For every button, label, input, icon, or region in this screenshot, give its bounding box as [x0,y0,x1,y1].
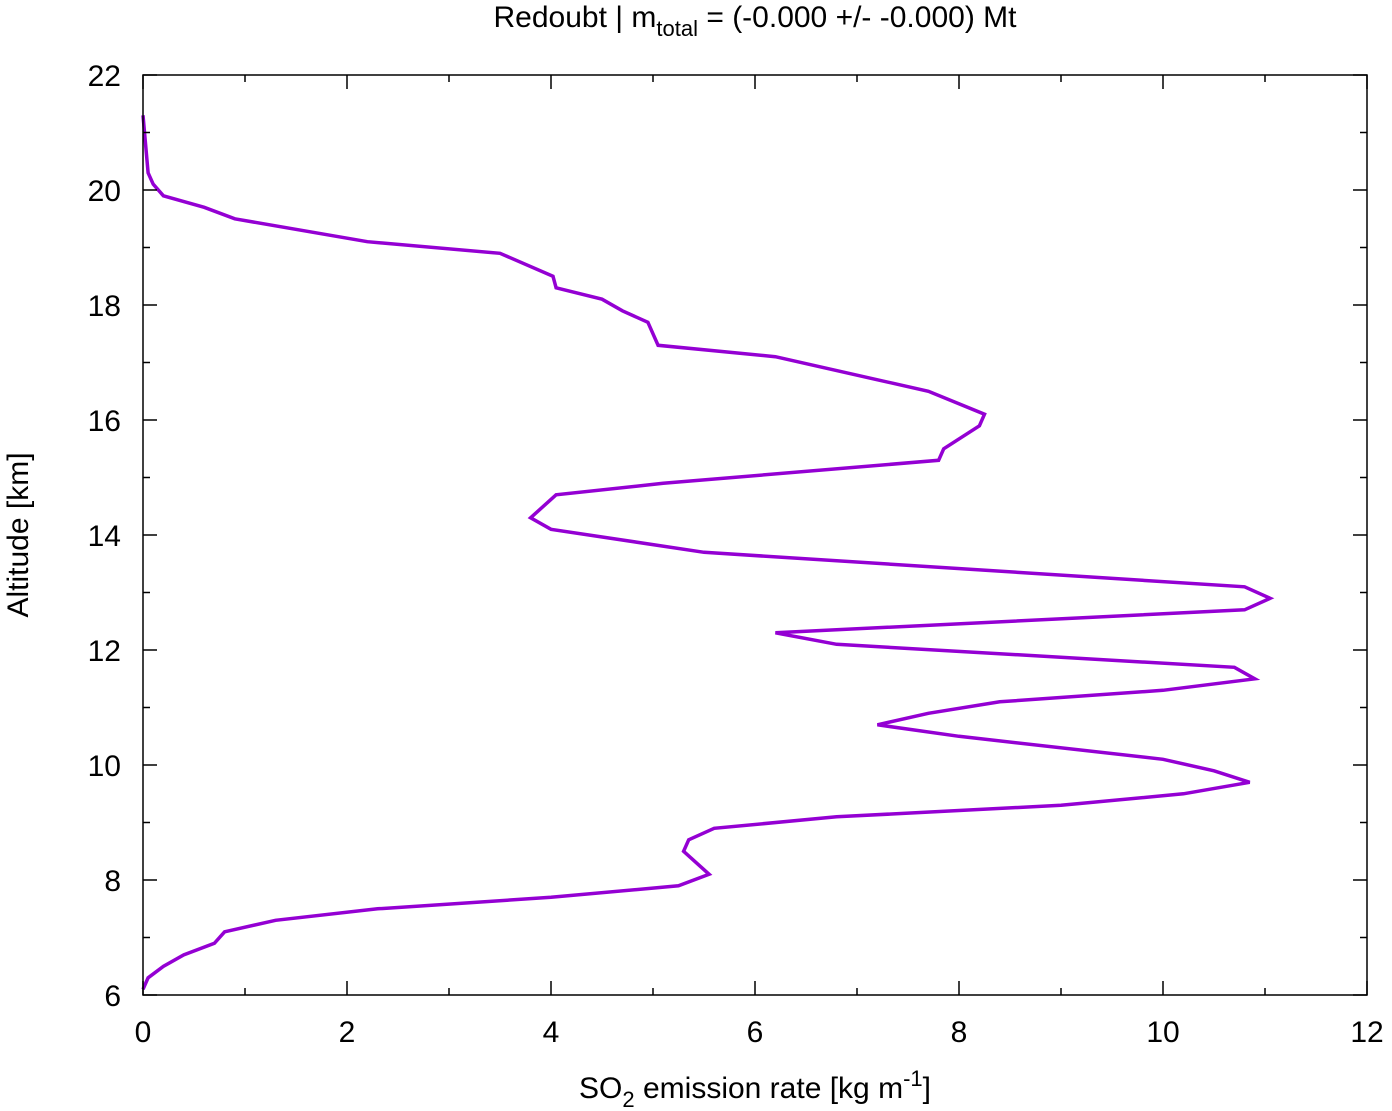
y-tick-label: 20 [88,175,121,208]
chart-title: Redoubt | mtotal = (-0.000 +/- -0.000) M… [494,1,1018,41]
y-tick-label: 18 [88,290,121,323]
y-tick-label: 16 [88,405,121,438]
y-axis-title: Altitude [km] [2,452,35,617]
y-axis: 6 8 10 12 14 16 18 20 22 [88,60,1367,1013]
x-tick-label: 4 [543,1016,560,1049]
series-line-1 [141,115,1275,991]
x-axis-title-suffix: ] [923,1072,931,1105]
y-tick-label: 12 [88,635,121,668]
chart-title-subscript: total [656,16,698,41]
chart-title-prefix: Redoubt | m [494,1,657,34]
x-tick-label: 8 [951,1016,968,1049]
x-tick-label: 10 [1146,1016,1179,1049]
plot-area [141,74,1368,996]
plot-frame [142,74,1368,996]
x-tick-label: 6 [747,1016,764,1049]
x-axis-title: SO2 emission rate [kg m-1] [579,1066,931,1111]
x-axis-title-superscript: -1 [903,1066,923,1091]
y-tick-label: 14 [88,520,121,553]
y-tick-label: 22 [88,60,121,93]
x-tick-label: 12 [1350,1016,1383,1049]
y-tick-label: 6 [104,980,121,1013]
x-axis-title-middle: emission rate [kg m [635,1072,903,1105]
x-tick-label: 0 [135,1016,152,1049]
chart-title-suffix: = (-0.000 +/- -0.000) Mt [698,1,1017,34]
x-tick-label: 2 [339,1016,356,1049]
y-tick-label: 10 [88,750,121,783]
x-axis-title-subscript: 2 [622,1087,634,1111]
y-tick-label: 8 [104,865,121,898]
x-axis: 0 2 4 6 8 10 12 [135,75,1384,1049]
x-axis-title-prefix: SO [579,1072,622,1105]
